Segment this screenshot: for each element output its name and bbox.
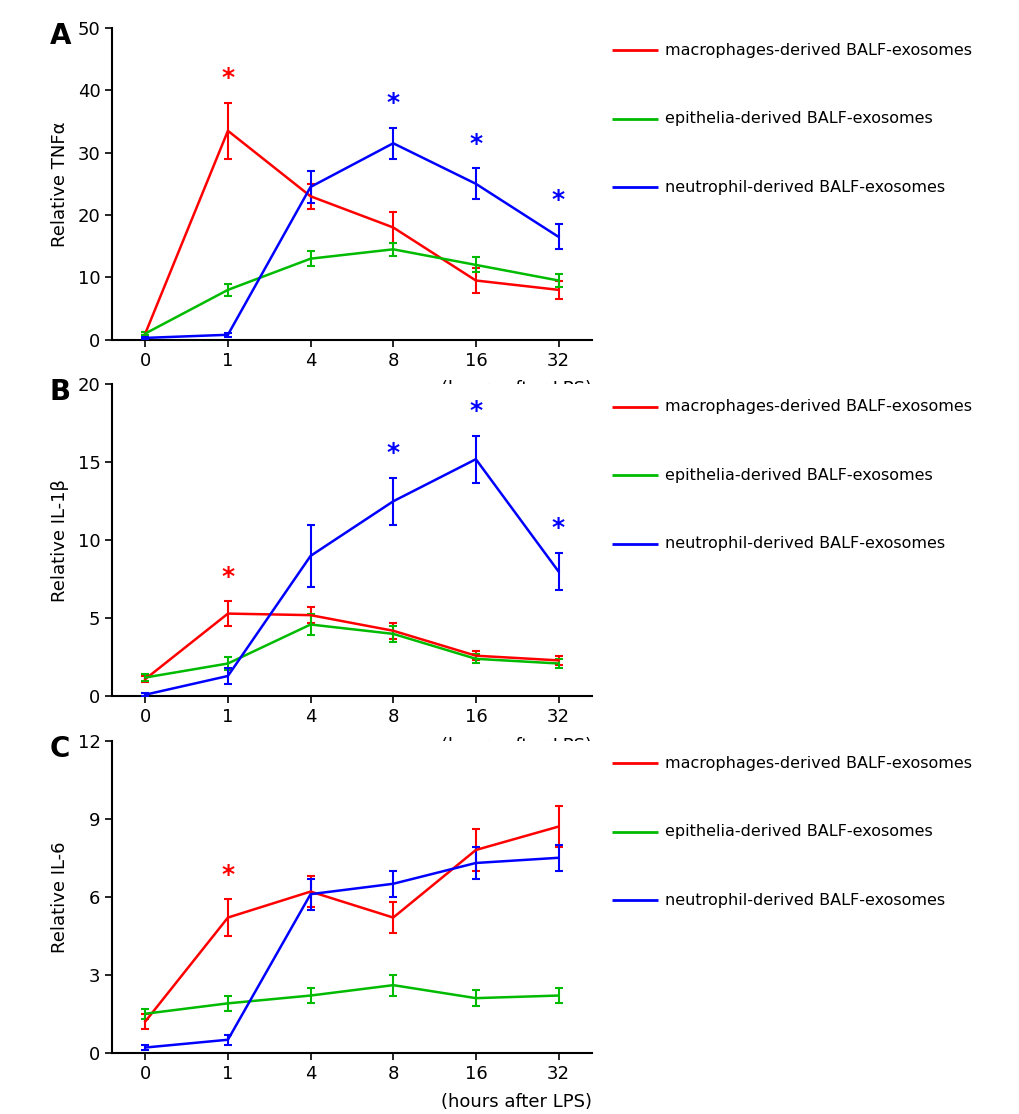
Text: macrophages-derived BALF-exosomes: macrophages-derived BALF-exosomes xyxy=(664,42,971,58)
Text: neutrophil-derived BALF-exosomes: neutrophil-derived BALF-exosomes xyxy=(664,892,945,908)
Y-axis label: Relative IL-6: Relative IL-6 xyxy=(51,841,69,952)
Text: *: * xyxy=(551,516,565,540)
Text: neutrophil-derived BALF-exosomes: neutrophil-derived BALF-exosomes xyxy=(664,179,945,195)
Text: C: C xyxy=(50,734,70,763)
Text: *: * xyxy=(386,441,399,466)
Text: epithelia-derived BALF-exosomes: epithelia-derived BALF-exosomes xyxy=(664,824,932,839)
Text: *: * xyxy=(469,131,482,156)
Text: neutrophil-derived BALF-exosomes: neutrophil-derived BALF-exosomes xyxy=(664,536,945,551)
Text: *: * xyxy=(221,565,234,588)
Text: *: * xyxy=(221,863,234,887)
Text: *: * xyxy=(386,91,399,115)
Text: macrophages-derived BALF-exosomes: macrophages-derived BALF-exosomes xyxy=(664,755,971,771)
Text: *: * xyxy=(469,399,482,423)
Text: (hours after LPS): (hours after LPS) xyxy=(440,736,591,755)
Text: epithelia-derived BALF-exosomes: epithelia-derived BALF-exosomes xyxy=(664,468,932,482)
Text: epithelia-derived BALF-exosomes: epithelia-derived BALF-exosomes xyxy=(664,111,932,126)
Y-axis label: Relative TNFα: Relative TNFα xyxy=(51,121,69,246)
Text: A: A xyxy=(50,21,71,50)
Y-axis label: Relative IL-1β: Relative IL-1β xyxy=(51,479,69,602)
Text: B: B xyxy=(50,378,71,407)
Text: macrophages-derived BALF-exosomes: macrophages-derived BALF-exosomes xyxy=(664,399,971,414)
Text: *: * xyxy=(221,66,234,90)
Text: (hours after LPS): (hours after LPS) xyxy=(440,1093,591,1112)
Text: *: * xyxy=(551,188,565,212)
Text: (hours after LPS): (hours after LPS) xyxy=(440,380,591,399)
